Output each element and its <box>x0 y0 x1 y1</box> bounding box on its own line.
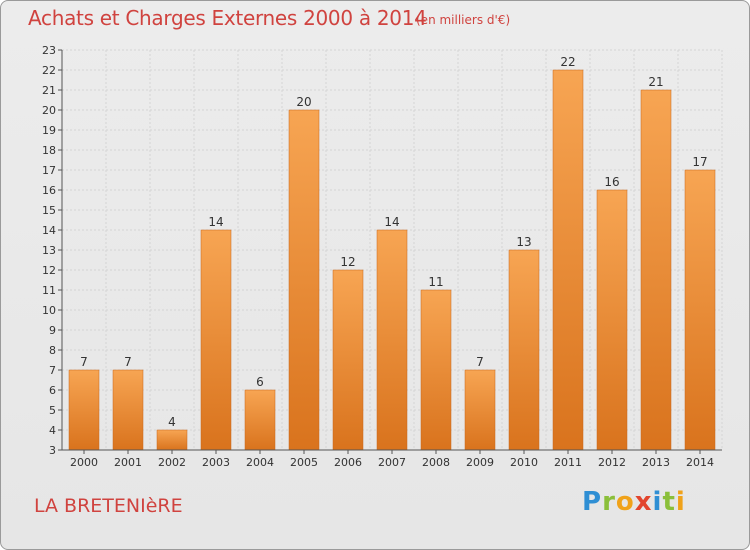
x-tick-label: 2009 <box>466 456 494 469</box>
bar <box>596 189 628 451</box>
bar <box>684 169 716 451</box>
bar-value-label: 11 <box>428 275 443 289</box>
bar-value-label: 13 <box>516 235 531 249</box>
y-tick-label: 8 <box>49 344 56 357</box>
x-tick-label: 2005 <box>290 456 318 469</box>
axis-layer: 3 4 5 6 7 8 9 10 11 12 13 14 15 16 17 18 19 20 21 22 23 2000 2… <box>42 44 722 469</box>
bar <box>288 109 320 451</box>
bar <box>68 369 100 451</box>
y-tick-label: 18 <box>42 144 56 157</box>
bar <box>464 369 496 451</box>
bar <box>420 289 452 451</box>
y-tick-label: 5 <box>49 404 56 417</box>
bar <box>376 229 408 451</box>
x-tick-label: 2011 <box>554 456 582 469</box>
bar-value-label: 14 <box>384 215 399 229</box>
bar <box>156 429 188 451</box>
bar-value-label: 7 <box>80 355 88 369</box>
y-tick-label: 14 <box>42 224 56 237</box>
y-tick-label: 20 <box>42 104 56 117</box>
bar-value-label: 6 <box>256 375 264 389</box>
y-tick-label: 22 <box>42 64 56 77</box>
x-tick-label: 2001 <box>114 456 142 469</box>
x-tick-label: 2007 <box>378 456 406 469</box>
y-tick-label: 3 <box>49 444 56 457</box>
x-tick-label: 2000 <box>70 456 98 469</box>
x-tick-label: 2006 <box>334 456 362 469</box>
bar <box>200 229 232 451</box>
y-tick-label: 11 <box>42 284 56 297</box>
y-tick-label: 4 <box>49 424 56 437</box>
bar-value-label: 12 <box>340 255 355 269</box>
bar <box>332 269 364 451</box>
x-tick-label: 2003 <box>202 456 230 469</box>
x-tick-label: 2008 <box>422 456 450 469</box>
x-tick-label: 2014 <box>686 456 714 469</box>
x-tick-label: 2012 <box>598 456 626 469</box>
y-tick-label: 21 <box>42 84 56 97</box>
chart-title: Achats et Charges Externes 2000 à 2014 <box>28 6 427 30</box>
bar-value-label: 22 <box>560 55 575 69</box>
bar-value-label: 17 <box>692 155 707 169</box>
bar <box>112 369 144 451</box>
bar-value-label: 7 <box>124 355 132 369</box>
y-tick-label: 15 <box>42 204 56 217</box>
y-tick-label: 7 <box>49 364 56 377</box>
bar-value-label: 20 <box>296 95 311 109</box>
bar-value-label: 14 <box>208 215 223 229</box>
y-tick-label: 13 <box>42 244 56 257</box>
y-tick-label: 19 <box>42 124 56 137</box>
x-tick-label: 2002 <box>158 456 186 469</box>
bar-value-label: 21 <box>648 75 663 89</box>
x-tick-label: 2004 <box>246 456 274 469</box>
bar-value-label: 7 <box>476 355 484 369</box>
y-tick-label: 9 <box>49 324 56 337</box>
bar-value-label: 16 <box>604 175 619 189</box>
y-tick-label: 10 <box>42 304 56 317</box>
y-tick-label: 6 <box>49 384 56 397</box>
chart-subtitle: (en milliers d'€) <box>416 13 511 27</box>
y-tick-label: 23 <box>42 44 56 57</box>
proxiti-logo[interactable]: Proxiti <box>582 487 686 517</box>
x-tick-label: 2010 <box>510 456 538 469</box>
x-tick-label: 2013 <box>642 456 670 469</box>
bar-value-label: 4 <box>168 415 176 429</box>
grid-layer <box>61 49 723 451</box>
y-tick-label: 16 <box>42 184 56 197</box>
bars-layer: 7 7 4 14 6 20 12 14 11 7 13 22 16 21 17 <box>68 55 716 451</box>
bar <box>508 249 540 451</box>
place-name: LA BRETENIèRE <box>34 495 183 517</box>
bar <box>552 69 584 451</box>
y-tick-label: 17 <box>42 164 56 177</box>
bar <box>244 389 276 451</box>
y-tick-label: 12 <box>42 264 56 277</box>
bar <box>640 89 672 451</box>
